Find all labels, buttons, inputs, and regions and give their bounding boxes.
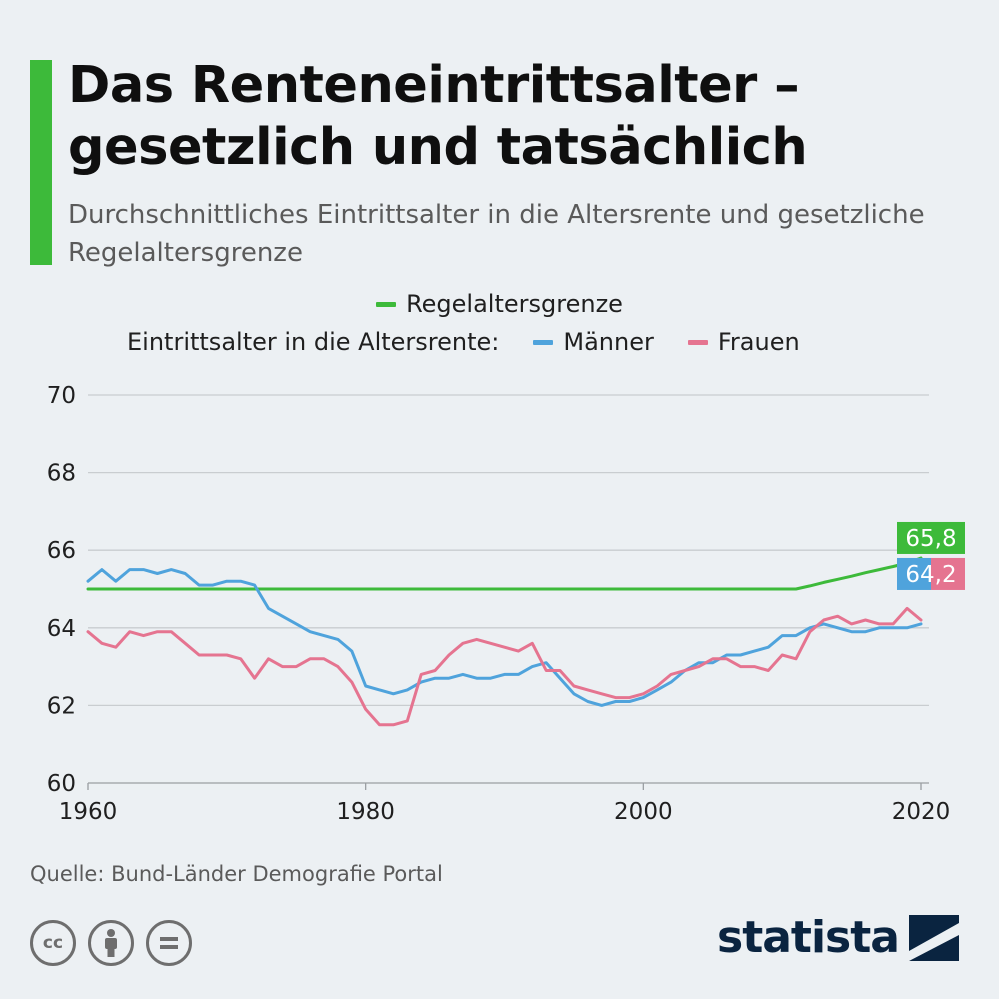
brand-wordmark: statista: [717, 912, 900, 963]
legend-item-regelaltersgrenze: Regelaltersgrenze: [376, 290, 623, 318]
legend-swatch-regelaltersgrenze: [376, 301, 397, 307]
line-chart: 60 62 64 66 68 70 1960 1980 2000 2020 65,8 64,2: [47, 383, 965, 825]
legend-item-maenner: Männer: [533, 328, 654, 356]
y-tick-label: 62: [47, 693, 76, 719]
legend-swatch-maenner: [533, 339, 554, 345]
y-tick-label: 70: [47, 383, 76, 409]
chart-subtitle: Durchschnittliches Eintrittsalter in die…: [68, 200, 925, 268]
nd-icon[interactable]: [146, 920, 192, 966]
y-tick-label: 60: [47, 771, 76, 797]
legend-label-frauen: Frauen: [717, 328, 800, 356]
legend-item-frauen: Frauen: [687, 328, 800, 356]
end-label-maenner-frauen: 64,2: [905, 562, 956, 588]
x-tick-label: 2000: [614, 799, 673, 825]
license-icons: cc: [30, 920, 192, 966]
x-tick-label: 1980: [336, 799, 395, 825]
legend-row-regelaltersgrenze: Regelaltersgrenze: [0, 290, 999, 318]
end-label-box-regelaltersgrenze: [897, 521, 965, 554]
y-tick-label: 68: [47, 461, 76, 487]
legend-label-maenner: Männer: [563, 328, 654, 356]
end-label-regelaltersgrenze: 65,8: [905, 526, 956, 552]
source-note: Quelle: Bund-Länder Demografie Portal: [30, 862, 443, 886]
by-icon[interactable]: [88, 920, 134, 966]
end-label-box-frauen: [931, 557, 965, 590]
series-line-maenner: [86, 568, 923, 707]
chart-title: Das Renteneintrittsalter – gesetzlich un…: [68, 56, 808, 177]
y-tick-label: 66: [47, 538, 76, 564]
statista-logo[interactable]: statista: [717, 912, 959, 963]
statista-mark-icon: [908, 914, 959, 961]
cc-icon[interactable]: cc: [30, 920, 76, 966]
y-tick-label: 64: [47, 616, 76, 642]
series-line-frauen: [86, 606, 923, 727]
x-tick-label: 2020: [892, 799, 951, 825]
title-accent-bar: [30, 60, 52, 265]
legend-row-eintrittsalter: Eintrittsalter in die Altersrente: Männe…: [127, 328, 800, 356]
legend-prefix: Eintrittsalter in die Altersrente:: [127, 328, 500, 356]
legend-swatch-frauen: [687, 339, 708, 345]
legend-label-regelaltersgrenze: Regelaltersgrenze: [406, 290, 623, 318]
x-tick-label: 1960: [59, 799, 118, 825]
end-label-box-maenner: [897, 557, 931, 590]
